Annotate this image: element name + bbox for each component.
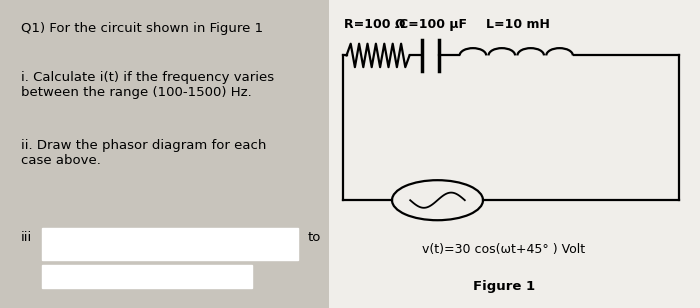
FancyBboxPatch shape [42, 265, 252, 288]
Text: Q1) For the circuit shown in Figure 1: Q1) For the circuit shown in Figure 1 [21, 22, 263, 34]
Text: v(t)=30 cos(ωt+45° ) Volt: v(t)=30 cos(ωt+45° ) Volt [422, 243, 586, 256]
Text: to: to [308, 231, 321, 244]
Text: ii. Draw the phasor diagram for each
case above.: ii. Draw the phasor diagram for each cas… [21, 139, 267, 167]
Text: C=100 μF: C=100 μF [398, 18, 467, 31]
Text: R=100 Ω: R=100 Ω [344, 18, 405, 31]
Text: i. Calculate i(t) if the frequency varies
between the range (100-1500) Hz.: i. Calculate i(t) if the frequency varie… [21, 71, 274, 99]
FancyBboxPatch shape [42, 228, 298, 260]
FancyBboxPatch shape [329, 0, 700, 308]
Text: iii: iii [21, 231, 32, 244]
Text: L=10 mH: L=10 mH [486, 18, 550, 31]
Text: Figure 1: Figure 1 [473, 280, 535, 293]
